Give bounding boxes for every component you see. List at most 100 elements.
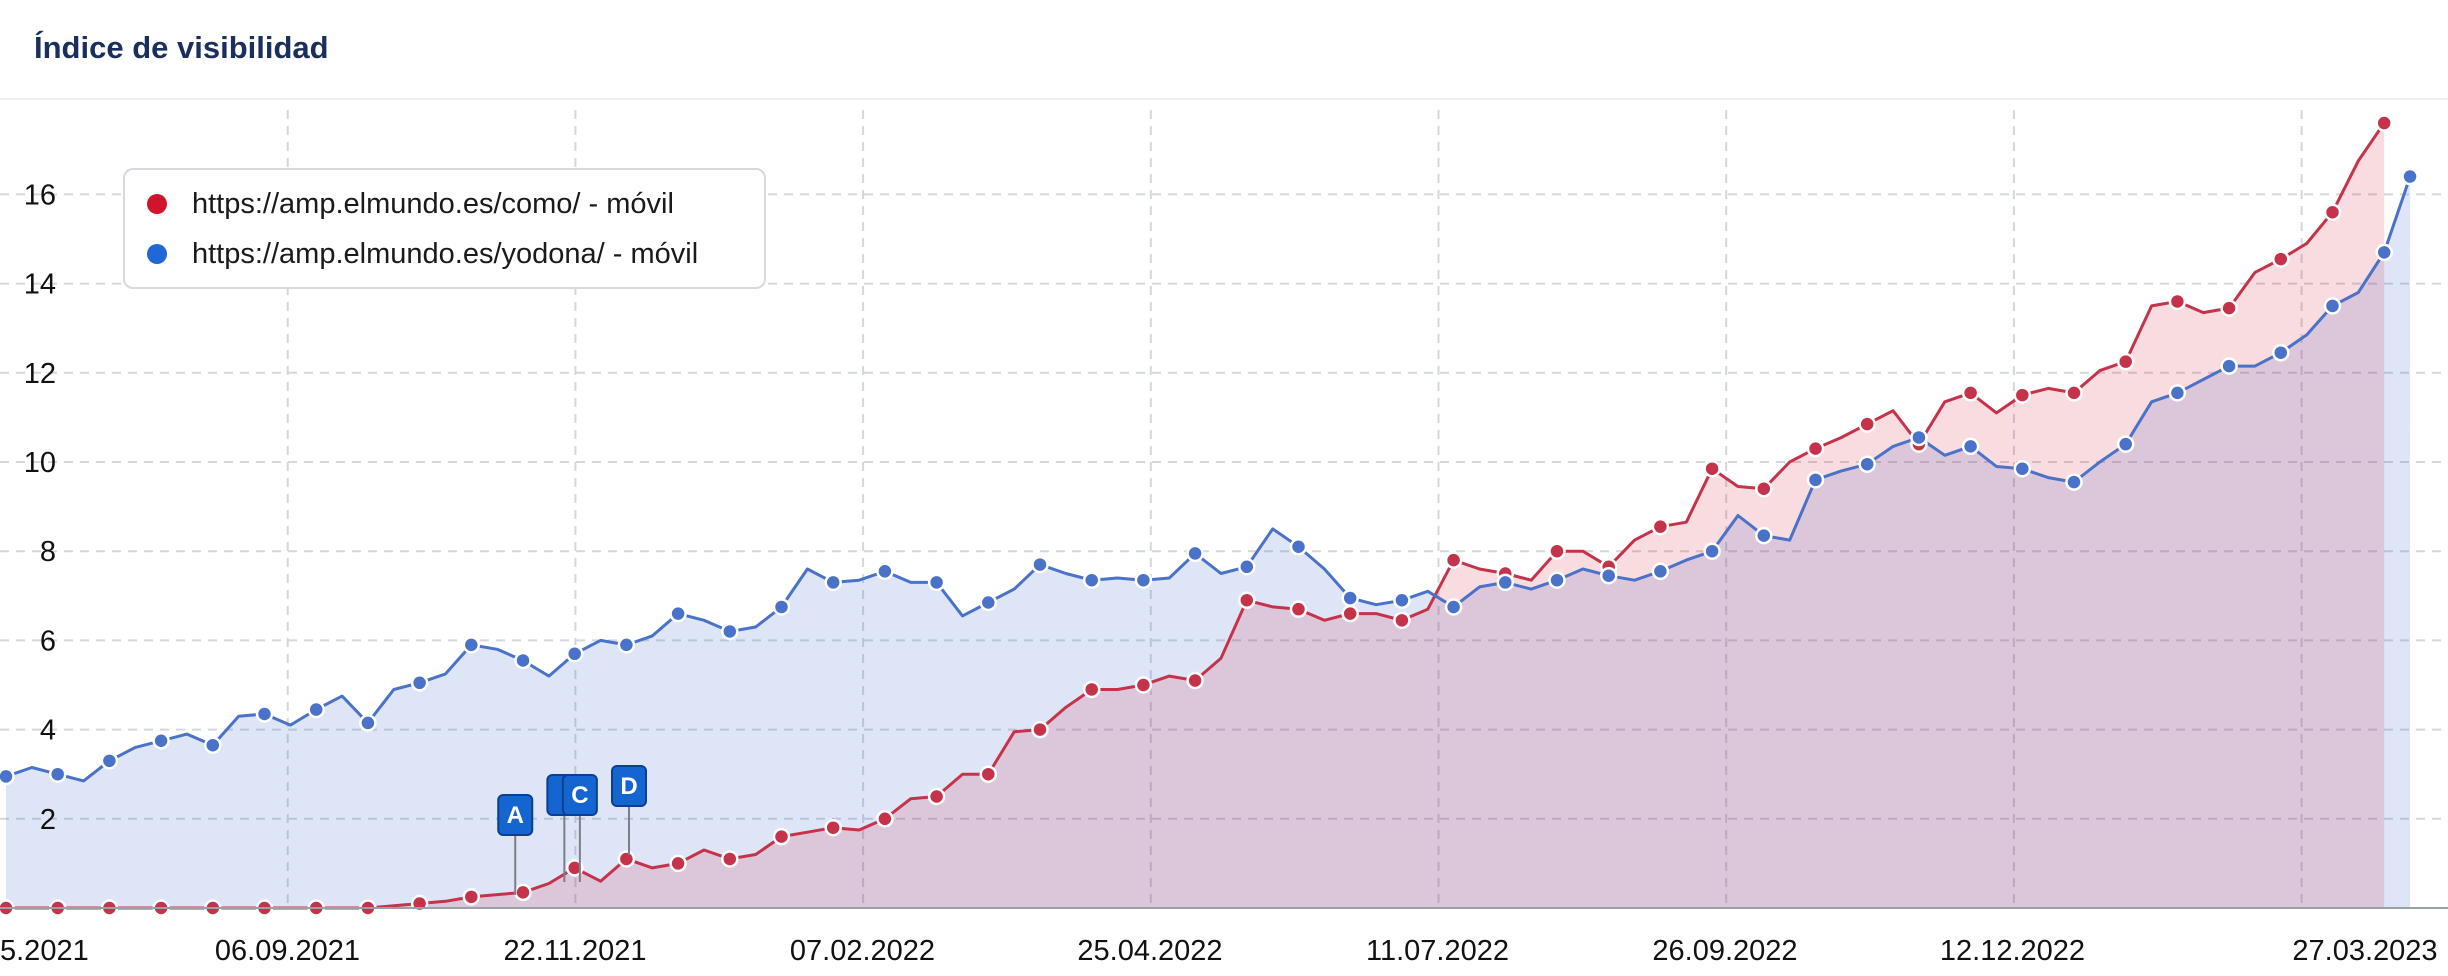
legend-item-yodona[interactable]: https://amp.elmundo.es/yodona/ - móvil	[147, 234, 698, 274]
data-point[interactable]	[1238, 558, 1256, 576]
data-point[interactable]	[204, 736, 222, 754]
event-label: D	[620, 773, 637, 800]
data-point[interactable]	[1599, 566, 1618, 585]
data-point[interactable]	[824, 818, 842, 837]
data-point[interactable]	[514, 883, 532, 902]
data-point[interactable]	[1703, 459, 1721, 478]
data-point[interactable]	[1238, 591, 1256, 610]
data-point[interactable]	[1858, 455, 1876, 473]
data-point[interactable]	[669, 604, 687, 623]
data-point[interactable]	[2401, 167, 2419, 186]
data-point[interactable]	[2323, 203, 2342, 221]
data-point[interactable]	[565, 645, 584, 663]
data-point[interactable]	[565, 859, 584, 877]
event-flag	[610, 765, 647, 807]
x-tick-label: 22.11.2021	[504, 935, 647, 967]
data-point[interactable]	[1755, 526, 1773, 545]
data-point[interactable]	[410, 674, 429, 692]
legend-item-como[interactable]: https://amp.elmundo.es/como/ - móvil	[147, 184, 674, 224]
data-point[interactable]	[721, 622, 739, 641]
data-point[interactable]	[2375, 114, 2393, 132]
x-tick-label: 07.02.2022	[790, 935, 935, 967]
data-point[interactable]	[979, 765, 998, 783]
data-point[interactable]	[669, 854, 687, 873]
data-point[interactable]	[1806, 439, 1825, 458]
data-point[interactable]	[2220, 357, 2238, 375]
y-tick-label: 8	[40, 536, 56, 568]
data-point[interactable]	[927, 573, 946, 592]
data-point[interactable]	[1134, 571, 1153, 589]
data-point[interactable]	[1289, 600, 1308, 618]
data-point[interactable]	[1134, 676, 1153, 694]
data-point[interactable]	[772, 598, 791, 616]
data-point[interactable]	[876, 562, 894, 581]
data-point[interactable]	[617, 636, 636, 654]
data-point[interactable]	[1031, 555, 1049, 574]
data-point[interactable]	[359, 714, 377, 732]
data-point[interactable]	[1961, 437, 1980, 456]
data-point[interactable]	[1548, 542, 1566, 560]
data-point[interactable]	[1444, 598, 1463, 616]
data-point[interactable]	[1651, 562, 1670, 581]
data-point[interactable]	[1444, 551, 1463, 569]
x-tick-label: 11.07.2022	[1366, 935, 1509, 967]
data-point[interactable]	[1858, 415, 1876, 433]
data-point[interactable]	[1393, 611, 1411, 630]
data-point[interactable]	[2065, 384, 2083, 402]
data-point[interactable]	[48, 765, 67, 783]
data-point[interactable]	[824, 573, 842, 592]
data-point[interactable]	[462, 888, 481, 906]
data-point[interactable]	[462, 636, 481, 654]
data-point[interactable]	[772, 827, 791, 846]
data-point[interactable]	[1186, 671, 1204, 690]
data-point[interactable]	[2272, 343, 2290, 362]
data-point[interactable]	[255, 705, 274, 723]
data-point[interactable]	[1651, 517, 1670, 536]
data-point[interactable]	[927, 787, 946, 806]
data-point[interactable]	[0, 767, 15, 786]
event-label: C	[571, 782, 588, 809]
data-point[interactable]	[1393, 591, 1411, 610]
data-point[interactable]	[514, 651, 532, 670]
data-point[interactable]	[1289, 537, 1308, 556]
data-point[interactable]	[152, 732, 170, 750]
event-marker-a[interactable]: A	[497, 794, 534, 836]
data-point[interactable]	[2013, 386, 2032, 404]
data-point[interactable]	[100, 752, 119, 770]
data-point[interactable]	[979, 593, 998, 612]
data-point[interactable]	[2168, 384, 2187, 402]
event-flag	[497, 794, 534, 836]
data-point[interactable]	[1703, 542, 1721, 560]
data-point[interactable]	[1186, 544, 1204, 563]
data-point[interactable]	[307, 700, 325, 719]
event-label: A	[507, 802, 524, 829]
data-point[interactable]	[2272, 250, 2290, 268]
data-point[interactable]	[1341, 589, 1359, 607]
data-point[interactable]	[617, 850, 636, 868]
data-point[interactable]	[1031, 720, 1049, 739]
y-tick-label: 16	[24, 179, 56, 211]
event-marker-d[interactable]: D	[610, 765, 647, 807]
data-point[interactable]	[1496, 573, 1515, 592]
data-point[interactable]	[2375, 243, 2393, 262]
y-tick-label: 10	[24, 447, 56, 479]
data-point[interactable]	[1961, 384, 1980, 402]
data-point[interactable]	[2168, 292, 2187, 311]
data-point[interactable]	[2065, 473, 2083, 491]
event-marker-c[interactable]: C	[561, 774, 598, 816]
data-point[interactable]	[2220, 299, 2238, 317]
data-point[interactable]	[2116, 435, 2135, 453]
data-point[interactable]	[2323, 297, 2342, 315]
data-point[interactable]	[721, 850, 739, 868]
data-point[interactable]	[1806, 471, 1825, 489]
legend-label-yodona: https://amp.elmundo.es/yodona/ - móvil	[192, 237, 699, 270]
data-point[interactable]	[1082, 571, 1101, 589]
data-point[interactable]	[2013, 459, 2032, 478]
data-point[interactable]	[1341, 604, 1359, 623]
data-point[interactable]	[1910, 428, 1928, 447]
data-point[interactable]	[1755, 480, 1773, 498]
data-point[interactable]	[1548, 571, 1566, 589]
data-point[interactable]	[2116, 352, 2135, 371]
data-point[interactable]	[1082, 680, 1101, 699]
data-point[interactable]	[876, 810, 894, 828]
